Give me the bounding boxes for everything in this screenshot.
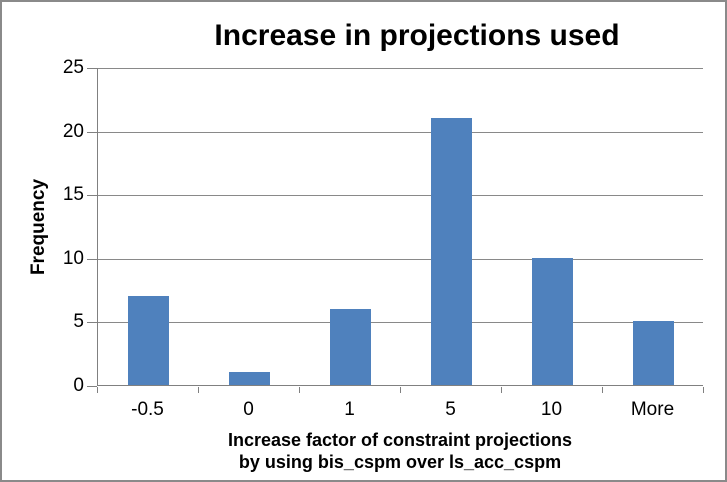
bar-10 [532,258,573,385]
y-tick-label: 10 [62,248,84,269]
gridline [98,68,703,69]
x-tick-label: -0.5 [131,399,164,420]
y-axis-tick [87,195,97,196]
bar-1 [330,309,371,385]
gridline [98,132,703,133]
x-axis-title: Increase factor of constraint projection… [97,429,703,473]
x-axis-tick [602,387,603,393]
bar-5 [431,118,472,385]
x-axis-tick [299,387,300,393]
gridline [98,195,703,196]
x-axis-tick [501,387,502,393]
y-axis-tick [87,386,97,387]
x-axis-title-line-2: by using bis_cspm over ls_acc_cspm [238,452,562,472]
x-tick-label: 5 [445,399,456,420]
x-tick-label: 10 [540,399,563,420]
y-tick-label: 25 [62,57,84,78]
y-tick-label: 0 [73,375,84,396]
x-axis-tick [97,387,98,393]
y-axis-tick [87,68,97,69]
x-tick-label: 0 [243,399,254,420]
plot-area [97,68,703,386]
x-tick-label: 1 [344,399,355,420]
x-tick-label: More [630,399,675,420]
x-axis-tick [400,387,401,393]
x-axis-tick [198,387,199,393]
y-axis-tick [87,259,97,260]
y-tick-label: 15 [62,184,84,205]
y-axis-tick [87,322,97,323]
bar-More [633,321,674,385]
x-axis-tick [703,387,704,393]
y-tick-label: 20 [62,121,84,142]
gridline [98,322,703,323]
gridline [98,259,703,260]
bar-0 [229,372,270,385]
y-tick-label: 5 [73,311,84,332]
bar--0.5 [128,296,169,385]
x-axis-title-line-1: Increase factor of constraint projection… [227,430,573,450]
chart-title: Increase in projections used [214,19,620,52]
y-axis-tick [87,132,97,133]
